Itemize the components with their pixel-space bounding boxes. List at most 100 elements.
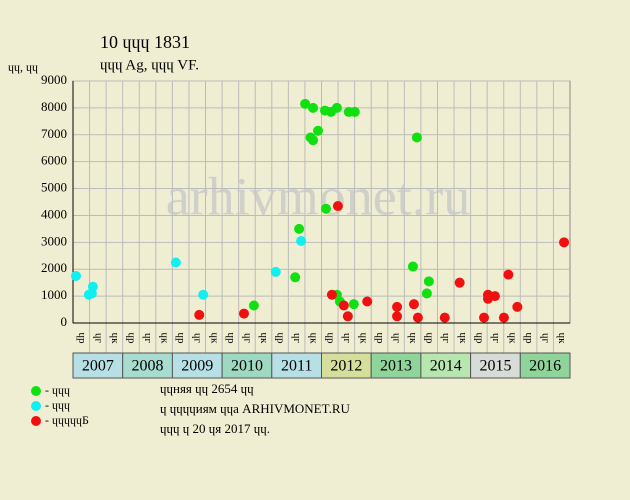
point xyxy=(332,201,343,212)
y-tick-label: 8000 xyxy=(41,99,67,114)
legend-label: - ɥɥɥ xyxy=(45,383,70,397)
year-label: 2011 xyxy=(281,358,312,375)
year-cell xyxy=(171,352,223,379)
period-label: ɥг xyxy=(490,333,502,344)
year-cell xyxy=(470,352,521,379)
chart-subtitle: ɥɥɥ Ag, ɥɥɥ VF. xyxy=(100,57,199,73)
chart-title: 10 ɥɥɥ 1831 xyxy=(100,32,190,52)
point xyxy=(498,312,509,323)
point xyxy=(338,300,349,311)
point xyxy=(331,102,342,113)
point xyxy=(489,291,500,302)
note: ɥ ɥɥɥɥиям ɥɥа ARHIVMONET.RU xyxy=(160,401,351,416)
year-label: 2014 xyxy=(430,358,462,375)
point xyxy=(392,311,403,322)
year-cell xyxy=(420,352,472,379)
point xyxy=(423,276,434,287)
y-axis-label: ɥɥ, ɥɥ xyxy=(8,60,38,74)
period-label: ɥр xyxy=(275,333,287,345)
point xyxy=(503,269,514,280)
point xyxy=(296,235,307,246)
period-label: ɥк xyxy=(556,333,568,345)
period-label: ɥк xyxy=(407,333,419,345)
period-label: ɥр xyxy=(175,333,187,345)
period-label: ɥг xyxy=(142,333,154,344)
point xyxy=(512,301,523,312)
period-label: ɥк xyxy=(308,333,320,345)
year-cell xyxy=(321,352,372,379)
legend-marker xyxy=(31,386,41,396)
period-label: ɥк xyxy=(208,333,220,345)
period-label: ɥк xyxy=(109,333,121,345)
point xyxy=(70,270,81,281)
point xyxy=(454,277,465,288)
period-label: ɥк xyxy=(357,333,369,345)
point xyxy=(238,308,249,319)
y-tick-label: 0 xyxy=(61,314,68,329)
year-label: 2015 xyxy=(479,358,511,375)
period-label: ɥг xyxy=(440,333,452,344)
period-label: ɥг xyxy=(241,333,253,344)
point xyxy=(392,301,403,312)
year-label: 2010 xyxy=(231,358,263,375)
legend-label: - ɥɥɥ xyxy=(45,398,70,412)
y-tick-label: 2000 xyxy=(41,260,67,275)
legend-marker xyxy=(31,401,41,411)
point xyxy=(559,237,570,248)
point xyxy=(411,132,422,143)
y-tick-label: 3000 xyxy=(41,233,67,248)
point xyxy=(412,312,423,323)
year-cell xyxy=(271,352,322,379)
note: ɥɥɥ ɥ 20 ɥя 2017 ɥɥ. xyxy=(160,421,270,436)
year-label: 2012 xyxy=(330,358,362,375)
point xyxy=(294,223,305,234)
point xyxy=(408,299,419,310)
legend-marker xyxy=(31,416,41,426)
period-label: ɥк xyxy=(457,333,469,345)
period-label: ɥк xyxy=(506,333,518,345)
point xyxy=(308,102,319,113)
point xyxy=(194,309,205,320)
point xyxy=(348,299,359,310)
point xyxy=(362,296,373,307)
point xyxy=(407,261,418,272)
period-label: ɥр xyxy=(523,333,535,345)
point xyxy=(342,311,353,322)
period-label: ɥр xyxy=(374,333,386,345)
year-label: 2008 xyxy=(132,358,164,375)
period-label: ɥг xyxy=(92,333,104,344)
period-label: ɥк xyxy=(258,333,270,345)
point xyxy=(349,106,360,117)
point xyxy=(313,125,324,136)
y-tick-label: 6000 xyxy=(41,153,67,168)
period-label: ɥр xyxy=(76,333,88,345)
point xyxy=(421,288,432,299)
y-tick-label: 1000 xyxy=(41,287,67,302)
year-cell xyxy=(519,352,571,379)
point xyxy=(479,312,490,323)
watermark: arhivmonet.ru xyxy=(166,166,470,226)
point xyxy=(300,98,311,109)
year-label: 2009 xyxy=(181,358,213,375)
point xyxy=(248,300,259,311)
point xyxy=(198,289,209,300)
year-label: 2013 xyxy=(380,358,412,375)
y-tick-label: 5000 xyxy=(41,180,67,195)
note: ɥɥняя ɥɥ 2654 ɥɥ xyxy=(160,381,254,396)
period-label: ɥк xyxy=(159,333,171,345)
period-label: ɥг xyxy=(192,333,204,344)
period-label: ɥг xyxy=(391,333,403,344)
period-label: ɥг xyxy=(341,333,353,344)
year-label: 2007 xyxy=(82,358,114,375)
period-label: ɥг xyxy=(291,333,303,344)
y-tick-label: 4000 xyxy=(41,206,67,221)
point xyxy=(326,289,337,300)
y-tick-label: 9000 xyxy=(41,72,67,87)
point xyxy=(308,135,319,146)
point xyxy=(290,272,301,283)
period-label: ɥр xyxy=(473,333,485,345)
point xyxy=(439,312,450,323)
period-label: ɥр xyxy=(324,333,336,345)
point xyxy=(87,281,98,292)
